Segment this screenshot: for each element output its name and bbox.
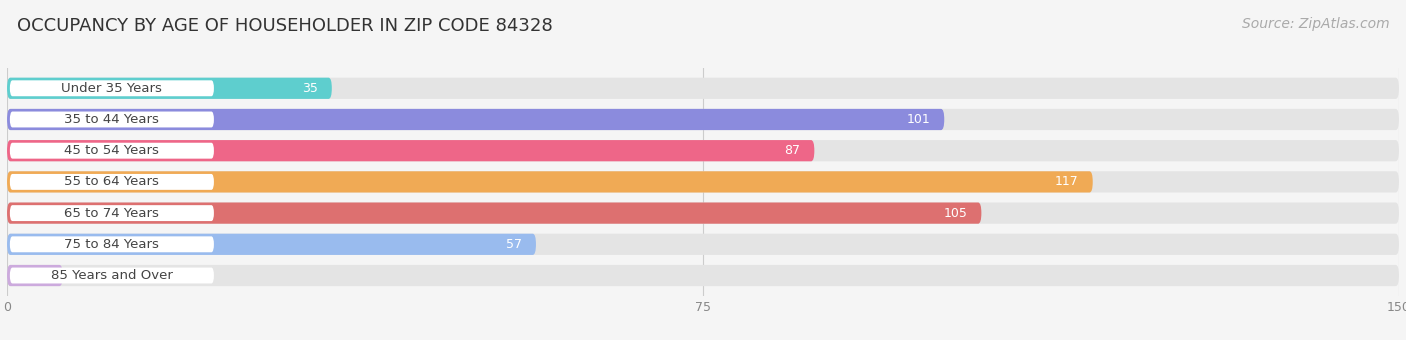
Text: OCCUPANCY BY AGE OF HOUSEHOLDER IN ZIP CODE 84328: OCCUPANCY BY AGE OF HOUSEHOLDER IN ZIP C… (17, 17, 553, 35)
FancyBboxPatch shape (7, 203, 981, 224)
FancyBboxPatch shape (7, 140, 1399, 161)
Text: 87: 87 (785, 144, 800, 157)
Text: Under 35 Years: Under 35 Years (62, 82, 162, 95)
FancyBboxPatch shape (7, 171, 1092, 192)
Text: 45 to 54 Years: 45 to 54 Years (65, 144, 159, 157)
Text: 57: 57 (506, 238, 522, 251)
Text: 105: 105 (943, 207, 967, 220)
FancyBboxPatch shape (10, 143, 214, 159)
Text: 117: 117 (1054, 175, 1078, 188)
FancyBboxPatch shape (10, 205, 214, 221)
Text: 35: 35 (302, 82, 318, 95)
FancyBboxPatch shape (7, 109, 1399, 130)
FancyBboxPatch shape (10, 236, 214, 252)
Text: 101: 101 (907, 113, 931, 126)
FancyBboxPatch shape (10, 174, 214, 190)
FancyBboxPatch shape (7, 265, 1399, 286)
FancyBboxPatch shape (7, 171, 1399, 192)
FancyBboxPatch shape (10, 268, 214, 284)
FancyBboxPatch shape (7, 78, 332, 99)
FancyBboxPatch shape (7, 234, 1399, 255)
FancyBboxPatch shape (7, 265, 63, 286)
FancyBboxPatch shape (7, 234, 536, 255)
FancyBboxPatch shape (10, 112, 214, 128)
Text: 85 Years and Over: 85 Years and Over (51, 269, 173, 282)
Text: 6: 6 (82, 269, 89, 282)
Text: 55 to 64 Years: 55 to 64 Years (65, 175, 159, 188)
FancyBboxPatch shape (10, 80, 214, 96)
Text: 65 to 74 Years: 65 to 74 Years (65, 207, 159, 220)
FancyBboxPatch shape (7, 140, 814, 161)
Text: 75 to 84 Years: 75 to 84 Years (65, 238, 159, 251)
Text: Source: ZipAtlas.com: Source: ZipAtlas.com (1241, 17, 1389, 31)
Text: 35 to 44 Years: 35 to 44 Years (65, 113, 159, 126)
FancyBboxPatch shape (7, 203, 1399, 224)
FancyBboxPatch shape (7, 109, 945, 130)
FancyBboxPatch shape (7, 78, 1399, 99)
